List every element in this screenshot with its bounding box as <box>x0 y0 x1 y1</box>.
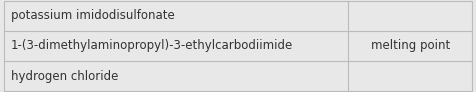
Text: 1-(3-dimethylaminopropyl)-3-ethylcarbodiimide: 1-(3-dimethylaminopropyl)-3-ethylcarbodi… <box>11 39 293 53</box>
Text: potassium imidodisulfonate: potassium imidodisulfonate <box>11 9 175 22</box>
Text: hydrogen chloride: hydrogen chloride <box>11 70 119 83</box>
Text: melting point: melting point <box>370 39 450 53</box>
